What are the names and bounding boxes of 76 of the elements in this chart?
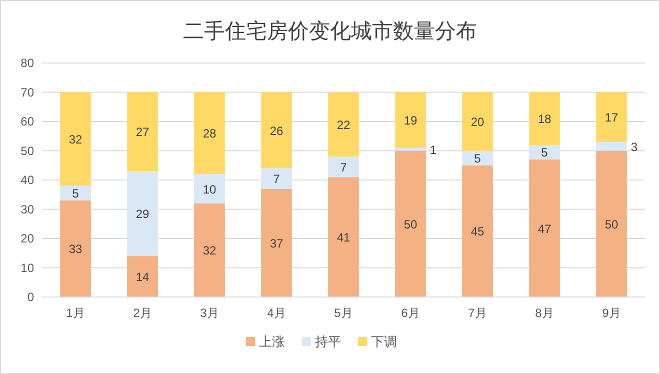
x-tick-label: 6月	[401, 306, 420, 320]
data-label: 29	[136, 207, 150, 222]
chart-title: 二手住宅房价变化城市数量分布	[183, 20, 477, 43]
data-label: 32	[202, 244, 216, 258]
data-label: 5	[541, 146, 548, 160]
data-label: 41	[336, 230, 350, 245]
bar	[328, 156, 359, 178]
bar	[529, 92, 560, 145]
data-label: 37	[270, 236, 284, 250]
bar	[596, 92, 627, 142]
bar	[596, 150, 627, 297]
data-label: 28	[202, 126, 216, 141]
y-tick-label: 70	[20, 85, 34, 100]
data-label: 50	[404, 217, 418, 232]
data-label: 7	[340, 160, 348, 174]
bar	[395, 148, 426, 151]
data-label: 47	[538, 222, 552, 236]
data-label: 27	[136, 125, 150, 140]
x-tick-label: 1月	[66, 306, 85, 320]
data-label: 17	[604, 110, 618, 125]
bar	[194, 92, 225, 174]
bar	[328, 177, 359, 297]
data-label: 14	[136, 270, 150, 284]
data-label: 10	[202, 182, 216, 196]
bar	[127, 256, 158, 297]
x-tick-label: 2月	[133, 306, 152, 320]
bar	[127, 92, 158, 172]
x-tick-label: 7月	[468, 306, 487, 320]
data-label: 50	[604, 217, 618, 232]
data-label: 32	[68, 132, 82, 147]
legend-label: 上涨	[259, 334, 285, 349]
y-tick-label: 80	[20, 56, 34, 70]
y-tick-label: 20	[20, 232, 34, 246]
bar	[194, 174, 225, 204]
bar	[127, 171, 158, 256]
x-tick-label: 3月	[200, 306, 219, 320]
bar	[529, 144, 560, 160]
y-tick-label: 30	[20, 202, 34, 216]
bar	[60, 186, 91, 200]
data-label: 19	[404, 114, 418, 128]
y-tick-label: 60	[20, 114, 34, 128]
y-tick-label: 10	[20, 260, 34, 275]
bar	[395, 150, 426, 297]
bar	[194, 203, 225, 297]
bar	[261, 92, 292, 168]
bar	[395, 92, 426, 148]
data-label: 18	[538, 112, 552, 126]
data-label: 5	[474, 152, 482, 166]
data-label: 1	[430, 142, 437, 157]
data-label: 7	[273, 172, 280, 186]
data-label: 33	[68, 242, 82, 256]
data-label: 26	[270, 124, 284, 138]
data-label: 45	[470, 224, 484, 239]
bar	[462, 165, 493, 297]
bar	[462, 150, 493, 166]
y-tick-label: 40	[20, 173, 34, 187]
data-label: 20	[470, 115, 484, 129]
bar	[261, 168, 292, 189]
y-tick-label: 0	[27, 290, 34, 304]
bar	[60, 92, 91, 186]
x-tick-label: 5月	[334, 306, 353, 320]
bar	[462, 92, 493, 151]
data-label: 5	[72, 186, 80, 201]
x-tick-label: 8月	[535, 306, 554, 320]
legend-label: 下调	[371, 334, 397, 349]
bar	[529, 160, 560, 297]
x-tick-label: 4月	[267, 306, 286, 320]
x-tick-label: 9月	[602, 306, 621, 320]
data-label: 3	[630, 140, 638, 154]
data-label: 22	[336, 118, 350, 132]
bar	[261, 188, 292, 297]
legend-label: 持平	[315, 334, 341, 349]
bar	[60, 200, 91, 297]
bar	[596, 142, 627, 151]
bar	[328, 92, 359, 157]
y-tick-label: 50	[20, 144, 34, 158]
